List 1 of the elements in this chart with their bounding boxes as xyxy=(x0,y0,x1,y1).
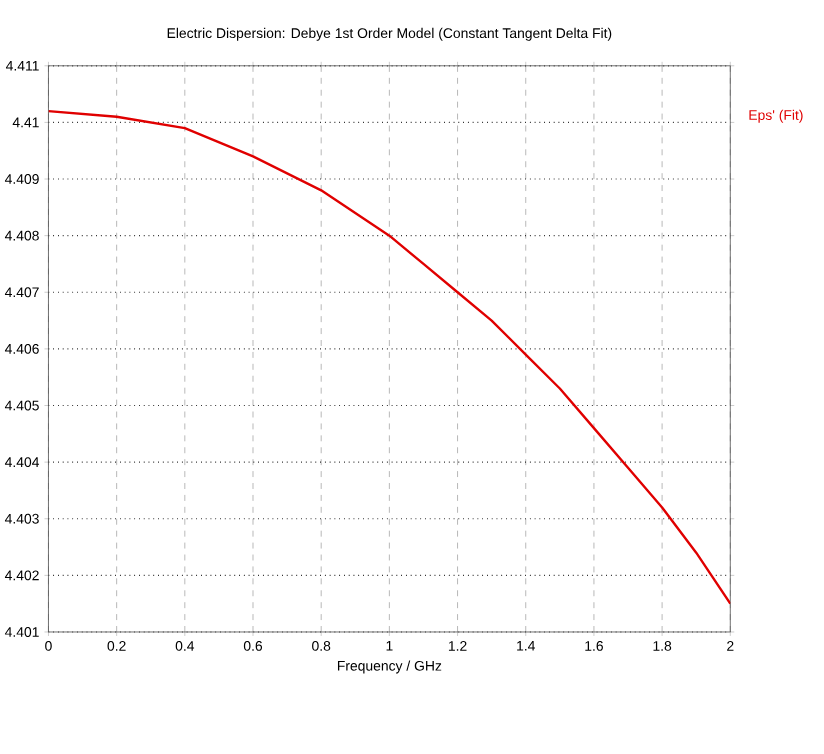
line-series xyxy=(48,110,731,606)
